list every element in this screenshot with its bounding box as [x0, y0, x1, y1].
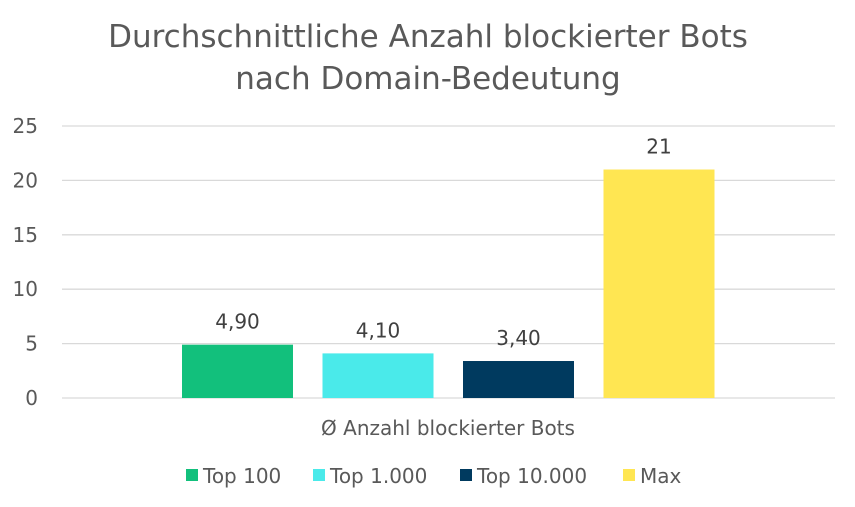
legend-swatch-top-10-000 — [460, 469, 472, 481]
bar-max — [603, 169, 715, 398]
y-gridlines — [62, 125, 835, 399]
legend: Top 100 Top 1.000 Top 10.000 Max — [186, 464, 682, 488]
chart-title-line-2: nach Domain-Bedeutung — [235, 61, 620, 97]
data-label-top-10-000: 3,40 — [496, 326, 541, 350]
data-label-max: 21 — [646, 135, 671, 159]
data-labels: 4,90 4,10 3,40 21 — [215, 135, 671, 350]
legend-label-top-10-000: Top 10.000 — [476, 464, 587, 488]
data-label-top-1-000: 4,10 — [356, 318, 401, 342]
bar-top-1-000 — [322, 353, 434, 398]
bars — [182, 169, 715, 398]
data-label-top-100: 4,90 — [215, 310, 260, 334]
legend-swatch-top-100 — [186, 469, 198, 481]
legend-label-top-1-000: Top 1.000 — [329, 464, 427, 488]
y-tick-label-10: 10 — [13, 277, 38, 301]
x-category-label: Ø Anzahl blockierter Bots — [321, 416, 575, 440]
y-tick-label-0: 0 — [25, 386, 38, 410]
legend-label-top-100: Top 100 — [202, 464, 281, 488]
bar-top-100 — [182, 344, 293, 398]
legend-swatch-top-1-000 — [313, 469, 325, 481]
y-tick-label-25: 25 — [13, 114, 38, 138]
y-tick-label-15: 15 — [13, 223, 38, 247]
y-axis-tick-labels: 0 5 10 15 20 25 — [13, 114, 38, 410]
bar-top-10-000 — [463, 361, 574, 398]
y-tick-label-20: 20 — [13, 168, 38, 192]
legend-swatch-max — [623, 469, 635, 481]
chart-title-line-1: Durchschnittliche Anzahl blockierter Bot… — [108, 19, 748, 55]
y-tick-label-5: 5 — [25, 332, 38, 356]
legend-label-max: Max — [640, 464, 682, 488]
